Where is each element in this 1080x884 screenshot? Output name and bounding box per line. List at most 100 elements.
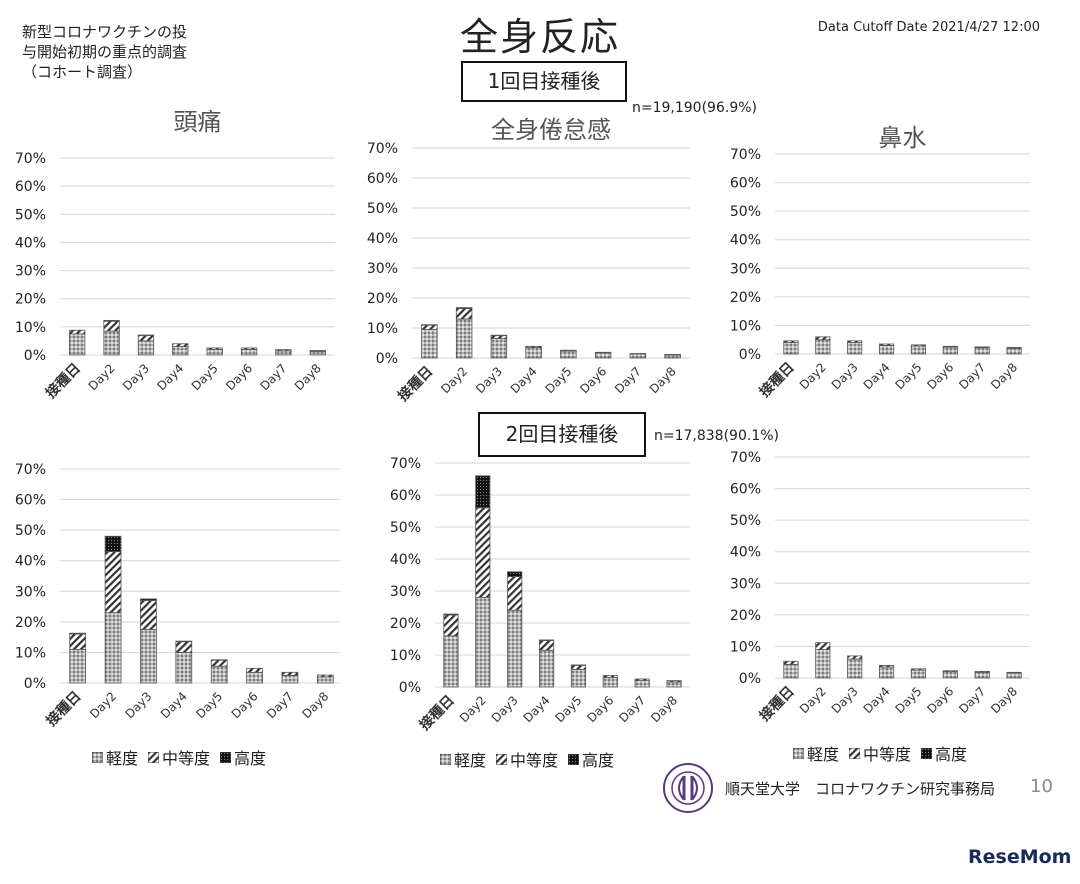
bar-segment-moderate — [878, 664, 895, 668]
y-tick-label: 0% — [739, 347, 761, 363]
legend-label-severe: 高度 — [935, 745, 968, 764]
dose2-sample-size: n=17,838(90.1%) — [654, 428, 779, 444]
legend-chart4: 軽度 中等度 高度 — [440, 747, 614, 771]
bar-segment-mild — [815, 339, 831, 355]
x-tick-label: Day5 — [193, 689, 225, 721]
y-tick-label: 60% — [367, 171, 398, 187]
bar-segment-mild — [878, 345, 895, 355]
legend-item-moderate: 中等度 — [849, 741, 911, 765]
legend-item-severe: 高度 — [568, 747, 614, 771]
chart-title: 鼻水 — [879, 124, 927, 152]
bar-segment-moderate — [103, 320, 120, 332]
y-tick-label: 40% — [15, 235, 46, 251]
chart-runny-nose-dose1: 鼻水 0% 10% 20% 30% 40% 50% 60% 70% 接種日 Day2 Day3 Day4… — [730, 124, 1030, 401]
bar-segment-severe — [538, 639, 555, 642]
bar-segment-severe — [421, 324, 438, 326]
x-tick-label: Day4 — [508, 364, 540, 396]
bar-segment-moderate — [69, 633, 87, 650]
bar-segment-mild — [104, 612, 122, 684]
legend-item-severe: 高度 — [921, 741, 967, 765]
y-tick-label: 40% — [730, 233, 761, 249]
mild-swatch-icon — [92, 751, 103, 763]
legend-label-severe: 高度 — [234, 749, 267, 768]
bar-segment-moderate — [281, 671, 299, 676]
x-tick-label: Day7 — [616, 693, 648, 725]
y-tick-label: 50% — [15, 523, 46, 539]
y-tick-label: 40% — [15, 554, 46, 570]
x-tick-label: Day3 — [829, 684, 861, 716]
y-tick-label: 50% — [390, 520, 421, 536]
y-tick-label: 30% — [15, 264, 46, 280]
x-tick-label: Day3 — [829, 360, 861, 392]
y-tick-label: 0% — [739, 671, 761, 687]
page-number: 10 — [1030, 776, 1053, 797]
bar-segment-mild — [210, 665, 228, 684]
y-tick-label: 20% — [367, 291, 398, 307]
legend-item-severe: 高度 — [220, 745, 266, 769]
bar-segment-mild — [1006, 347, 1022, 355]
bar-segment-mild — [815, 649, 831, 679]
dose1-label: 1回目接種後 — [461, 61, 627, 102]
bar-segment-moderate — [309, 350, 326, 352]
y-tick-label: 20% — [730, 290, 761, 306]
bar-segment-moderate — [246, 667, 263, 673]
bar-segment-mild — [137, 340, 155, 356]
y-tick-label: 10% — [730, 639, 761, 655]
x-tick-label: 接種日 — [756, 359, 798, 401]
y-tick-label: 10% — [730, 318, 761, 334]
x-tick-label: Day3 — [120, 361, 152, 393]
bar-segment-severe — [475, 475, 491, 509]
bar-segment-mild — [602, 676, 618, 688]
bar-segment-mild — [103, 330, 120, 356]
x-tick-label: Day8 — [292, 361, 324, 393]
y-tick-label: 0% — [24, 348, 46, 364]
x-tick-label: Day5 — [892, 360, 924, 392]
x-tick-label: Day5 — [542, 364, 574, 396]
bar-segment-mild — [878, 666, 895, 679]
bar-segment-mild — [455, 318, 473, 359]
y-tick-label: 10% — [15, 320, 46, 336]
x-tick-label: 接種日 — [394, 363, 436, 405]
y-tick-label: 10% — [15, 645, 46, 661]
x-tick-label: Day2 — [86, 361, 118, 393]
bar-segment-moderate — [137, 334, 155, 342]
chart-headache-dose1: 頭痛 0% 10% 20% 30% 40% 50% 60% 70% 接種日 Day2 Day3 Day4… — [15, 108, 335, 402]
x-tick-label: Day4 — [158, 689, 190, 721]
bar-segment-mild — [246, 671, 263, 684]
x-tick-label: Day6 — [924, 360, 956, 392]
bar-segment-mild — [783, 664, 799, 679]
bar-segment-severe — [140, 598, 157, 601]
bar-segment-moderate — [815, 642, 831, 650]
x-tick-label: Day8 — [648, 693, 680, 725]
y-tick-label: 40% — [367, 231, 398, 247]
x-tick-label: Day2 — [797, 360, 829, 392]
bar-segment-severe — [137, 334, 155, 336]
x-tick-label: Day3 — [489, 693, 521, 725]
bar-segment-mild — [281, 674, 299, 684]
bar-segment-moderate — [1006, 671, 1022, 674]
x-tick-label: Day7 — [264, 689, 296, 721]
bar-segment-mild — [974, 347, 990, 355]
legend-chart5: 軽度 中等度 高度 — [793, 741, 967, 765]
dose1-sample-size: n=19,190(96.9%) — [632, 100, 757, 116]
y-tick-label: 70% — [730, 147, 761, 163]
severe-swatch-icon — [568, 753, 580, 765]
y-tick-label: 70% — [730, 450, 761, 466]
bar-segment-severe — [69, 632, 87, 635]
y-tick-label: 30% — [15, 584, 46, 600]
bar-segment-moderate — [210, 659, 228, 667]
bar-segment-moderate — [878, 343, 895, 346]
bar-segment-mild — [664, 354, 681, 359]
legend-item-mild: 軽度 — [92, 745, 138, 769]
bar-segment-mild — [847, 342, 863, 355]
bar-segment-moderate — [664, 353, 681, 356]
y-tick-label: 70% — [390, 456, 421, 472]
bar-segment-severe — [455, 307, 473, 309]
x-tick-label: Day2 — [457, 693, 489, 725]
y-tick-label: 30% — [367, 261, 398, 277]
bar-segment-severe — [490, 334, 508, 337]
bar-segment-moderate — [140, 600, 157, 630]
x-tick-label: Day6 — [924, 684, 956, 716]
x-tick-label: Day5 — [892, 684, 924, 716]
chart-runny-nose-dose2: 0%10%20%30%40%50%60%70%接種日 Day2 Day3 Day4 Da… — [730, 450, 1030, 725]
